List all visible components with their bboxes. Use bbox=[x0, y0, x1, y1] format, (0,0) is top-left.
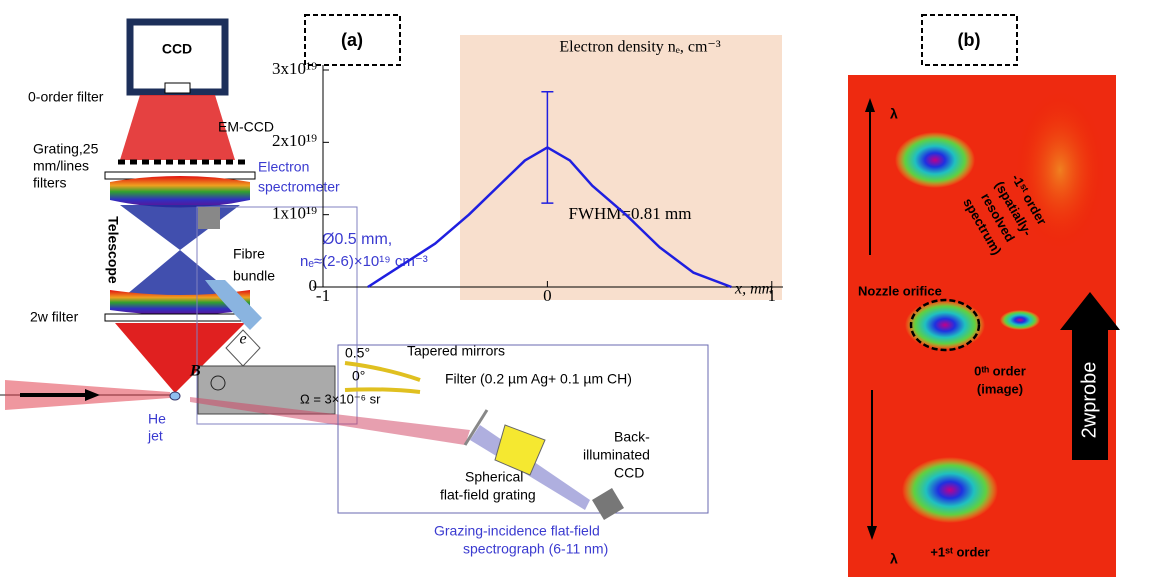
text: e bbox=[239, 331, 246, 348]
blob bbox=[1000, 310, 1040, 330]
panel-label: (b) bbox=[958, 30, 981, 50]
text: 0-order filter bbox=[28, 89, 104, 105]
text: Grating,25 bbox=[33, 141, 99, 157]
text: spectrometer bbox=[258, 179, 340, 195]
text: +1ˢᵗ order bbox=[930, 544, 989, 559]
figure: (a) CCD 0-order filter EM-CCD Grating,25… bbox=[0, 0, 1150, 577]
text: Ø0.5 mm, bbox=[322, 231, 392, 248]
blob bbox=[895, 132, 975, 188]
text: illuminated bbox=[583, 447, 650, 463]
text: flat-field grating bbox=[440, 487, 536, 503]
text: Back- bbox=[614, 429, 650, 445]
lens bbox=[110, 176, 250, 208]
text: Nozzle orifice bbox=[858, 283, 942, 298]
text: He bbox=[148, 411, 166, 427]
text: B bbox=[189, 363, 201, 380]
text: 2wprobe bbox=[1078, 362, 1100, 439]
text: λ bbox=[890, 551, 898, 567]
text: Electron bbox=[258, 159, 309, 175]
text: filters bbox=[33, 175, 66, 191]
text: Spherical bbox=[465, 469, 523, 485]
text: Filter (0.2 µm Ag+ 0.1 µm CH) bbox=[445, 371, 632, 387]
panel-label: (a) bbox=[341, 30, 363, 50]
y-tick-label: 3x10¹⁹ bbox=[272, 59, 317, 78]
ccd-label: CCD bbox=[162, 41, 192, 57]
detector bbox=[198, 207, 220, 229]
ccd-box bbox=[130, 22, 225, 92]
filter bbox=[165, 83, 190, 93]
blob bbox=[905, 300, 985, 350]
text: bundle bbox=[233, 268, 275, 284]
text: CCD bbox=[614, 465, 644, 481]
text: Ω = 3×10⁻⁶ sr bbox=[300, 391, 381, 406]
text: jet bbox=[147, 428, 163, 444]
text: EM-CCD bbox=[218, 119, 274, 135]
text: mm/lines bbox=[33, 158, 89, 174]
jet bbox=[170, 392, 180, 400]
blob bbox=[902, 457, 998, 523]
y-tick-label: 1x10¹⁹ bbox=[272, 204, 317, 223]
x-tick-label: 1 bbox=[768, 286, 777, 305]
inset-title: Electron density nₑ, cm⁻³ bbox=[559, 39, 721, 56]
text: 0ᵗʰ order bbox=[974, 363, 1026, 378]
y-tick-label: 2x10¹⁹ bbox=[272, 131, 317, 150]
text: spectrograph (6-11 nm) bbox=[463, 541, 608, 557]
x-tick-label: -1 bbox=[316, 286, 330, 305]
ccd bbox=[592, 488, 624, 520]
text: (image) bbox=[977, 381, 1023, 396]
text: Tapered mirrors bbox=[407, 343, 505, 359]
text: λ bbox=[890, 106, 898, 122]
text: 0.5° bbox=[345, 345, 370, 361]
text: Grazing-incidence flat-field bbox=[434, 523, 600, 539]
filter bbox=[105, 314, 255, 321]
text: 0° bbox=[352, 368, 365, 384]
text: Fibre bbox=[233, 246, 265, 262]
text: 2w filter bbox=[30, 309, 79, 325]
x-tick-label: 0 bbox=[543, 286, 552, 305]
inset-background bbox=[460, 35, 782, 300]
text: Telescope bbox=[105, 216, 121, 284]
